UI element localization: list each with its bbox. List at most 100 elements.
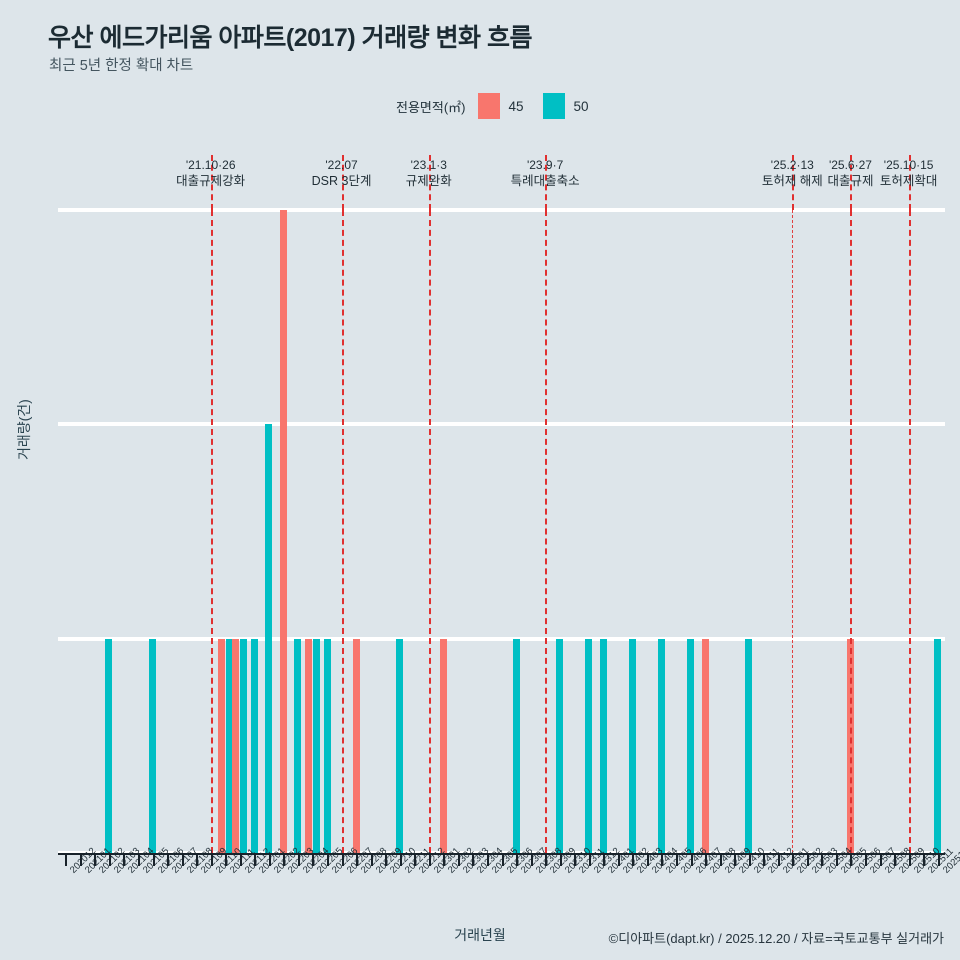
event-line-stub	[210, 155, 213, 210]
x-tick	[661, 855, 664, 866]
bar	[396, 638, 404, 853]
bar	[585, 638, 593, 853]
bar	[225, 638, 233, 853]
bar	[687, 638, 695, 853]
event-name: DSR 3단계	[311, 174, 372, 188]
x-tick	[894, 855, 897, 866]
gridline	[58, 208, 945, 212]
x-tick	[399, 855, 402, 866]
x-tick	[574, 855, 577, 866]
event-line	[908, 210, 911, 853]
x-tick	[210, 855, 213, 866]
event-name: 규제완화	[405, 174, 452, 188]
gridline	[58, 636, 945, 641]
x-tick	[617, 855, 620, 866]
bar	[657, 638, 665, 853]
x-tick	[865, 855, 868, 866]
x-tick	[501, 855, 504, 866]
x-tick	[196, 855, 199, 866]
bar	[745, 638, 753, 853]
x-tick	[835, 855, 838, 866]
event-name: 토허제 해제	[761, 174, 823, 188]
legend: 전용면적(㎡) 45 50	[396, 93, 599, 119]
x-tick	[385, 855, 388, 866]
x-tick	[283, 855, 286, 866]
legend-swatch-50	[542, 93, 565, 119]
event-label: '25.2·13 토허제 해제	[762, 158, 823, 189]
gridline	[58, 422, 945, 427]
footer-credit: ©디아파트(dapt.kr) / 2025.12.20 / 자료=국토교통부 실…	[608, 931, 944, 946]
event-line-stub	[792, 155, 795, 210]
event-name: 대출규제강화	[176, 174, 246, 188]
event-line	[210, 210, 213, 853]
x-tick	[414, 855, 417, 866]
bar	[279, 210, 287, 853]
event-line	[341, 210, 344, 853]
x-tick	[559, 855, 562, 866]
x-tick	[181, 855, 184, 866]
event-date: '22.07	[325, 158, 358, 172]
bar	[294, 638, 302, 853]
x-tick	[806, 855, 809, 866]
x-tick	[297, 855, 300, 866]
event-line	[428, 210, 431, 853]
event-line-stub	[341, 155, 344, 210]
x-tick	[370, 855, 373, 866]
x-tick	[545, 855, 548, 866]
x-tick	[94, 855, 97, 866]
x-tick	[457, 855, 460, 866]
legend-swatch-45	[477, 93, 500, 119]
bar	[265, 424, 273, 853]
event-line-stub	[545, 155, 548, 210]
bar	[439, 638, 447, 853]
bar	[304, 638, 312, 853]
bar	[934, 638, 942, 853]
x-tick	[763, 855, 766, 866]
event-line-stub	[428, 155, 431, 210]
x-tick	[443, 855, 446, 866]
x-tick	[821, 855, 824, 866]
event-date: '25.6·27	[828, 158, 872, 172]
bar	[701, 638, 709, 853]
bar	[556, 638, 564, 853]
bar	[240, 638, 248, 853]
bar	[512, 638, 520, 853]
event-label: '25.6·27 대출규제	[827, 158, 873, 189]
x-tick	[879, 855, 882, 866]
bar	[232, 638, 240, 853]
event-date: '23.1·3	[410, 158, 447, 172]
x-tick	[777, 855, 780, 866]
bar	[217, 638, 225, 853]
x-tick	[327, 855, 329, 866]
y-axis-title: 거래량(건)	[16, 399, 32, 460]
event-line	[545, 210, 548, 853]
x-tick	[356, 855, 359, 866]
page-subtitle: 최근 5년 한정 확대 차트	[49, 58, 194, 74]
event-line-stub	[908, 155, 911, 210]
x-tick	[108, 855, 111, 866]
x-tick	[152, 855, 155, 866]
bar	[312, 638, 320, 853]
x-tick	[137, 855, 140, 866]
x-tick	[908, 855, 911, 866]
event-name: 토허제확대	[879, 174, 938, 188]
x-tick	[675, 855, 678, 866]
x-tick	[167, 855, 170, 866]
x-tick	[225, 855, 228, 866]
x-tick	[486, 855, 489, 866]
legend-label-45: 45	[508, 98, 524, 114]
x-tick	[690, 855, 693, 866]
x-tick	[719, 855, 722, 866]
event-line-stub	[850, 155, 853, 210]
event-name: 대출규제	[827, 174, 874, 188]
x-tick	[312, 855, 315, 866]
event-label: '21.10·26 대출규제강화	[176, 158, 245, 189]
x-tick	[65, 855, 68, 866]
legend-label-50: 50	[573, 98, 589, 114]
event-label: '25.10·15 토허제확대	[880, 158, 938, 189]
x-tick	[254, 855, 257, 866]
plot-area: 0123	[58, 208, 945, 855]
x-tick	[646, 855, 649, 866]
bar	[149, 638, 157, 853]
